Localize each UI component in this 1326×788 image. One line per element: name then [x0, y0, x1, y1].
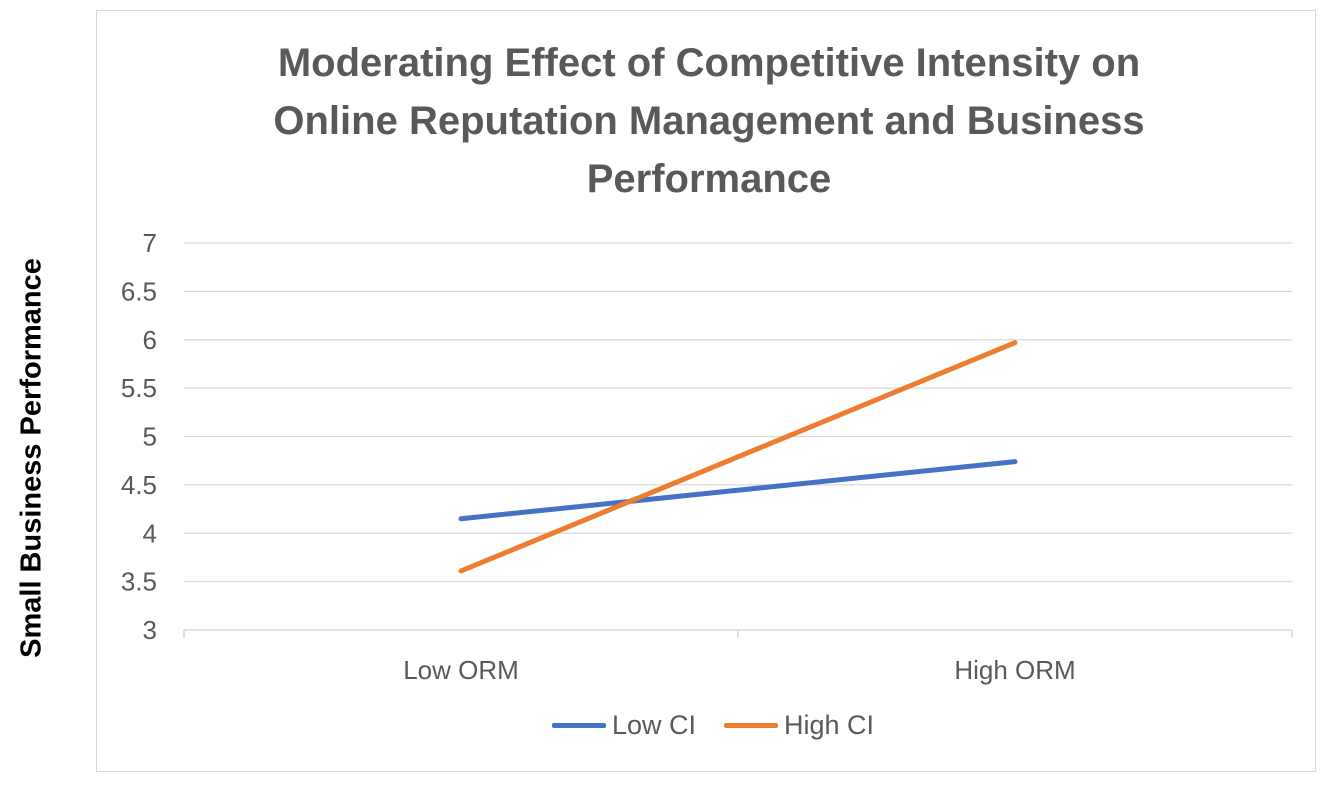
y-tick-label: 7: [143, 228, 157, 258]
chart-title: Moderating Effect of Competitive Intensi…: [96, 34, 1322, 208]
chart-title-line-3: Performance: [586, 157, 832, 201]
y-tick-label: 4.5: [121, 470, 157, 500]
y-tick-label: 3: [143, 615, 157, 645]
legend-swatch-low-ci: [551, 723, 606, 728]
legend-swatch-high-ci: [724, 723, 778, 728]
legend-label-high-ci: High CI: [784, 710, 875, 740]
legend-item-high-ci: High CI: [724, 710, 874, 741]
legend-item-low-ci: Low CI: [551, 710, 696, 741]
y-tick-label: 5.5: [121, 373, 157, 403]
chart-area: [96, 10, 1316, 772]
series-line-low-ci: [458, 459, 1018, 522]
series-line-high-ci: [458, 340, 1018, 574]
chart-title-line-1: Moderating Effect of Competitive Intensi…: [277, 41, 1141, 85]
chart-title-line-2: Online Reputation Management and Busines…: [273, 99, 1145, 143]
legend-label-low-ci: Low CI: [611, 710, 696, 740]
y-tick-label: 6.5: [121, 276, 157, 306]
y-tick-label: 5: [143, 422, 157, 452]
legend: Low CI High CI: [0, 710, 1326, 741]
x-tick-label: Low ORM: [403, 655, 519, 685]
x-tick-label: High ORM: [954, 655, 1075, 685]
y-tick-label: 6: [143, 325, 157, 355]
y-tick-label: 4: [143, 518, 157, 548]
y-tick-label: 3.5: [121, 567, 157, 597]
